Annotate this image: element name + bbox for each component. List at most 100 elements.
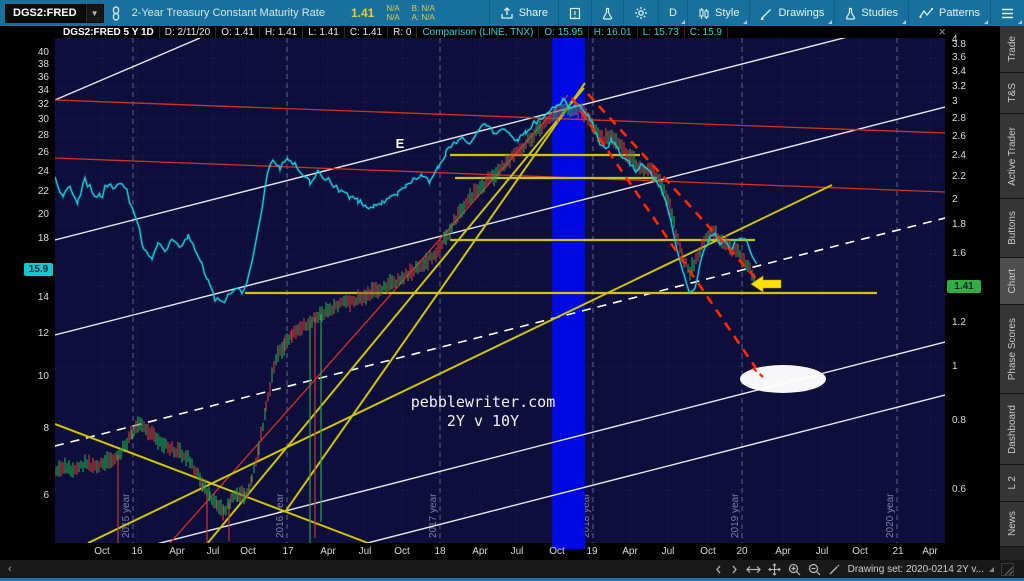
pan-icon[interactable] <box>767 563 781 576</box>
right-axis-label: 2.2 <box>952 171 966 182</box>
tab-trade[interactable]: Trade <box>1000 26 1024 73</box>
ohlc-field: L: 1.41 <box>303 27 345 38</box>
tab-phase-scores[interactable]: Phase Scores <box>1000 305 1024 394</box>
comparison-ohlc-field: L: 15.73 <box>638 27 685 38</box>
comparison-ohlc-fields: O: 15.95 H: 16.01 L: 15.73 C: 15.9 <box>539 27 728 38</box>
time-axis-label: Apr <box>922 546 938 557</box>
tab-t-s[interactable]: T&S <box>1000 73 1024 114</box>
patterns-label: Patterns <box>939 7 980 19</box>
drawing-pencil-icon[interactable] <box>828 563 841 576</box>
left-axis-label: 22 <box>37 186 49 197</box>
zoom-out-icon[interactable] <box>808 563 821 576</box>
red-trendline <box>55 99 945 134</box>
symbol-dropdown-button[interactable]: ▼ <box>85 3 104 23</box>
time-axis-label: Apr <box>622 546 638 557</box>
studies-label: Studies <box>861 7 899 19</box>
right-axis-price-badge: 1.41 <box>947 280 981 293</box>
time-axis-label: Oct <box>94 546 110 557</box>
ohlc-field: C: 1.41 <box>345 27 389 38</box>
chart-link-icon[interactable] <box>104 0 128 26</box>
right-axis-label: 3.2 <box>952 81 966 92</box>
bottom-status-bar: ‹ Drawing set: 2020-0214 2Y v... <box>0 560 1024 581</box>
time-axis-label: Oct <box>700 546 716 557</box>
right-axis-label: 1.2 <box>952 317 966 328</box>
left-axis-label: 38 <box>37 59 49 70</box>
style-button[interactable]: Style <box>687 0 749 26</box>
ohlc-field: H: 1.41 <box>260 27 304 38</box>
chart-menu-button[interactable] <box>990 0 1024 26</box>
right-axis-label: 2.8 <box>952 113 966 124</box>
right-sidebar-tabs: Trade T&S Active Trader Buttons Chart Phase S… <box>1000 26 1024 560</box>
right-axis-label: 2.4 <box>952 150 966 161</box>
drawing-set-dropdown-icon[interactable] <box>989 567 994 572</box>
red-dashed-projection <box>570 97 764 378</box>
left-axis-label: 24 <box>37 166 49 177</box>
tab-dashboard[interactable]: Dashboard <box>1000 394 1024 465</box>
timeframe-button[interactable]: D <box>658 0 687 26</box>
right-axis-label: 3.4 <box>952 66 966 77</box>
tab-l-2[interactable]: L 2 <box>1000 465 1024 502</box>
white-channel-line <box>55 38 201 101</box>
style-label: Style <box>715 7 740 19</box>
tab-label: Chart <box>1006 268 1018 294</box>
tab-buttons[interactable]: Buttons <box>1000 199 1024 258</box>
right-axis-label: 4 <box>952 34 958 45</box>
right-axis-label: 1 <box>952 361 958 372</box>
symbol-description: 2-Year Treasury Constant Maturity Rate <box>131 7 325 19</box>
time-axis-label: 18 <box>434 546 446 557</box>
time-axis-label: Jul <box>206 546 220 557</box>
comparison-line-series <box>55 97 758 304</box>
right-axis-label: 2 <box>952 194 958 205</box>
left-axis-label: 6 <box>43 490 49 501</box>
quote-bid-ask-stack: B: N/A A: N/A <box>412 4 435 22</box>
scroll-right-icon[interactable] <box>730 564 739 575</box>
left-axis-label: 14 <box>37 292 49 303</box>
white-channel-line <box>55 106 945 336</box>
studies-button[interactable]: Studies <box>834 0 908 26</box>
left-axis-label: 40 <box>37 47 49 58</box>
symbol-info: DGS2:FRED 5 Y 1D <box>58 27 160 38</box>
yellow-pointer-arrow <box>750 275 782 293</box>
drawings-button[interactable]: Drawings <box>749 0 834 26</box>
comparison-label: Comparison (LINE, TNX) <box>417 27 540 38</box>
chart-canvas[interactable]: 2015 year 2016 year 2017 year 2018 year 2019… <box>55 38 945 543</box>
drawings-label: Drawings <box>778 7 825 19</box>
time-axis-label: 19 <box>586 546 598 557</box>
auto-scale-icon[interactable] <box>745 564 761 575</box>
volume-value: N/A <box>386 4 400 13</box>
analyze-button[interactable] <box>591 0 623 26</box>
time-axis-label: Apr <box>775 546 791 557</box>
report-button[interactable] <box>558 0 591 26</box>
tab-label: Dashboard <box>1006 404 1018 454</box>
time-axis[interactable]: Oct 16 Apr Jul Oct 17 Apr Jul Oct 18 Apr Jul Oct 19 Ap… <box>0 543 1000 560</box>
white-channel-line <box>55 38 847 241</box>
left-price-axis[interactable]: 40 38 36 34 32 30 28 26 24 22 20 18 14 12 10 8 6 <box>0 38 55 543</box>
year-divider-label: 2020 year <box>885 493 896 538</box>
left-axis-label: 20 <box>37 209 49 220</box>
comparison-close-icon[interactable]: ✕ <box>938 27 946 37</box>
tab-news[interactable]: News <box>1000 502 1024 547</box>
symbol-input[interactable]: DGS2:FRED <box>5 3 86 23</box>
tab-label: Buttons <box>1006 211 1018 245</box>
tab-label: News <box>1006 511 1018 537</box>
bid-value: B: N/A <box>411 4 435 13</box>
ohlc-status-row: DGS2:FRED 5 Y 1D D: 2/11/20 O: 1.41 H: 1.4… <box>0 26 1024 39</box>
resize-grip-icon[interactable] <box>1001 563 1014 576</box>
tab-active-trader[interactable]: Active Trader <box>1000 114 1024 199</box>
flask-icon <box>602 7 613 20</box>
share-icon <box>501 6 513 19</box>
left-axis-price-badge: 15.9 <box>24 263 53 276</box>
scroll-left-icon[interactable] <box>714 564 723 575</box>
collapse-panel-icon[interactable]: ‹ <box>8 563 12 575</box>
settings-button[interactable] <box>623 0 658 26</box>
drawing-set-selector[interactable]: Drawing set: 2020-0214 2Y v... <box>847 564 984 575</box>
year-divider-label: 2016 year <box>275 493 286 538</box>
right-axis-label: 3.6 <box>952 52 966 63</box>
share-label: Share <box>518 7 549 19</box>
tab-chart[interactable]: Chart <box>1000 258 1024 305</box>
watermark-text: pebblewriter.com <box>411 393 556 411</box>
share-button[interactable]: Share <box>488 0 558 26</box>
zoom-in-icon[interactable] <box>788 563 801 576</box>
patterns-button[interactable]: Patterns <box>908 0 990 26</box>
